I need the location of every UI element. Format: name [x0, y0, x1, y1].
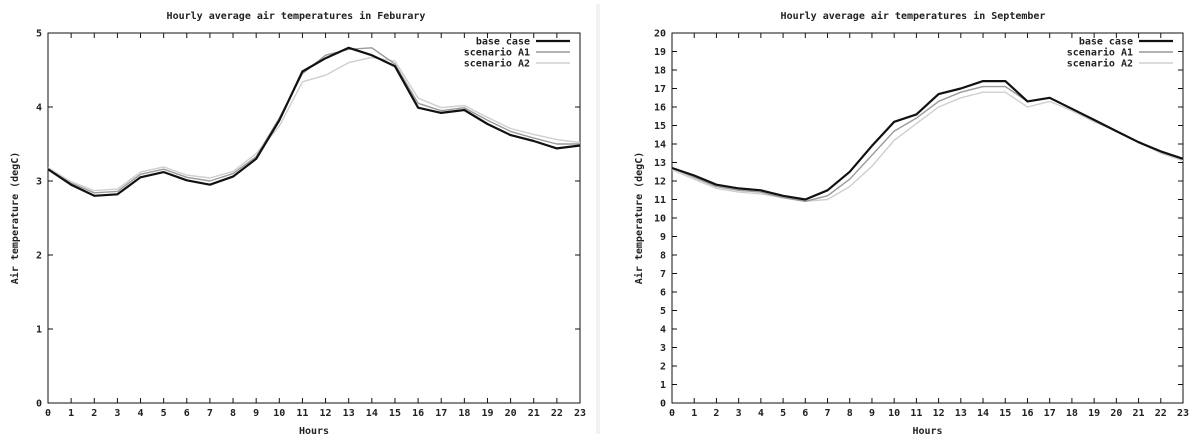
x-tick-label: 12 [933, 408, 945, 419]
x-tick-label: 4 [758, 408, 764, 419]
x-tick-label: 15 [389, 408, 401, 419]
x-tick-label: 11 [910, 408, 922, 419]
y-tick-label: 16 [654, 103, 666, 114]
plot-frame [671, 32, 1184, 404]
x-tick-label: 6 [802, 408, 808, 419]
x-tick-label: 20 [1110, 408, 1122, 419]
chart-panel-september: Hourly average air temperatures in Septe… [604, 0, 1199, 438]
series-line-scenario-A2 [671, 91, 1184, 203]
y-tick-label: 5 [36, 29, 42, 40]
y-tick-label: 14 [654, 140, 666, 151]
legend-label: scenario A1 [464, 47, 530, 59]
x-tick-label: 13 [343, 408, 355, 419]
x-tick-label: 1 [68, 408, 74, 419]
y-tick-label: 10 [654, 214, 666, 225]
x-axis-label: Hours [912, 426, 942, 437]
y-tick-label: 20 [654, 29, 666, 40]
y-tick-label: 1 [660, 380, 666, 391]
y-tick-label: 1 [36, 325, 42, 336]
x-tick-label: 18 [1066, 408, 1078, 419]
x-tick-label: 6 [184, 408, 190, 419]
y-tick-label: 4 [36, 103, 42, 114]
chart-title: Hourly average air temperatures in Septe… [781, 10, 1046, 22]
x-tick-label: 19 [1088, 408, 1100, 419]
x-tick-label: 11 [296, 408, 308, 419]
legend-label: base case [476, 37, 530, 48]
x-tick-label: 15 [999, 408, 1011, 419]
y-axis-label: Air temperature (degC) [9, 152, 21, 284]
series-line-scenario-A1 [47, 47, 580, 194]
y-tick-label: 0 [660, 399, 666, 410]
x-tick-label: 22 [1155, 408, 1167, 419]
y-tick-label: 17 [654, 84, 666, 95]
x-tick-label: 3 [114, 408, 120, 419]
x-tick-label: 0 [669, 408, 675, 419]
plot-frame [47, 32, 581, 404]
series-line-scenario-A2 [47, 56, 581, 192]
y-tick-label: 2 [36, 251, 42, 262]
x-tick-label: 8 [847, 408, 853, 419]
x-tick-label: 2 [91, 408, 97, 419]
y-tick-label: 3 [660, 343, 666, 354]
x-tick-label: 16 [412, 408, 424, 419]
y-tick-label: 13 [654, 158, 666, 169]
x-tick-label: 3 [736, 408, 742, 419]
y-tick-label: 12 [654, 177, 666, 188]
x-tick-label: 5 [780, 408, 786, 419]
x-tick-label: 14 [977, 408, 989, 419]
y-tick-label: 4 [660, 325, 666, 336]
y-tick-label: 2 [660, 362, 666, 373]
y-tick-label: 19 [654, 47, 666, 58]
y-tick-label: 15 [654, 121, 666, 132]
panel-divider [596, 4, 600, 434]
series-line-base-case [671, 79, 1184, 201]
legend-label: scenario A2 [464, 58, 530, 70]
legend-label: scenario A2 [1067, 58, 1133, 70]
x-tick-label: 4 [138, 408, 144, 419]
x-axis-label: Hours [299, 426, 329, 437]
x-tick-label: 20 [505, 408, 517, 419]
y-tick-label: 0 [36, 399, 42, 410]
x-tick-label: 7 [207, 408, 213, 419]
y-axis-label: Air temperature (degC) [633, 152, 645, 284]
x-tick-label: 9 [253, 408, 259, 419]
chart-september: Hourly average air temperatures in Septe… [633, 10, 1189, 437]
legend-label: scenario A1 [1067, 47, 1133, 59]
y-tick-label: 7 [660, 269, 666, 280]
y-tick-label: 3 [36, 177, 42, 188]
x-tick-label: 21 [528, 408, 540, 419]
x-tick-label: 18 [458, 408, 470, 419]
x-tick-label: 10 [888, 408, 900, 419]
x-tick-label: 5 [161, 408, 167, 419]
chart-february: Hourly average air temperatures in Febur… [9, 10, 586, 437]
y-tick-label: 9 [660, 232, 666, 243]
x-tick-label: 9 [869, 408, 875, 419]
x-tick-label: 22 [551, 408, 563, 419]
x-tick-label: 21 [1133, 408, 1145, 419]
y-tick-label: 6 [660, 288, 666, 299]
x-tick-label: 1 [691, 408, 697, 419]
x-tick-label: 16 [1021, 408, 1033, 419]
x-tick-label: 8 [230, 408, 236, 419]
y-tick-label: 18 [654, 66, 666, 77]
x-tick-label: 17 [435, 408, 447, 419]
x-tick-label: 10 [273, 408, 285, 419]
legend-label: base case [1079, 37, 1133, 48]
x-tick-label: 13 [955, 408, 967, 419]
x-tick-label: 7 [825, 408, 831, 419]
x-tick-label: 23 [574, 408, 586, 419]
series-line-base-case [47, 46, 581, 197]
y-tick-label: 11 [654, 195, 666, 206]
x-tick-label: 19 [481, 408, 493, 419]
x-tick-label: 0 [45, 408, 51, 419]
chart-title: Hourly average air temperatures in Febur… [167, 10, 426, 22]
x-tick-label: 23 [1177, 408, 1189, 419]
x-tick-label: 17 [1044, 408, 1056, 419]
x-tick-label: 14 [366, 408, 378, 419]
y-tick-label: 5 [660, 306, 666, 317]
y-tick-label: 8 [660, 251, 666, 262]
x-tick-label: 2 [713, 408, 719, 419]
x-tick-label: 12 [320, 408, 332, 419]
chart-panel-february: Hourly average air temperatures in Febur… [0, 0, 592, 438]
